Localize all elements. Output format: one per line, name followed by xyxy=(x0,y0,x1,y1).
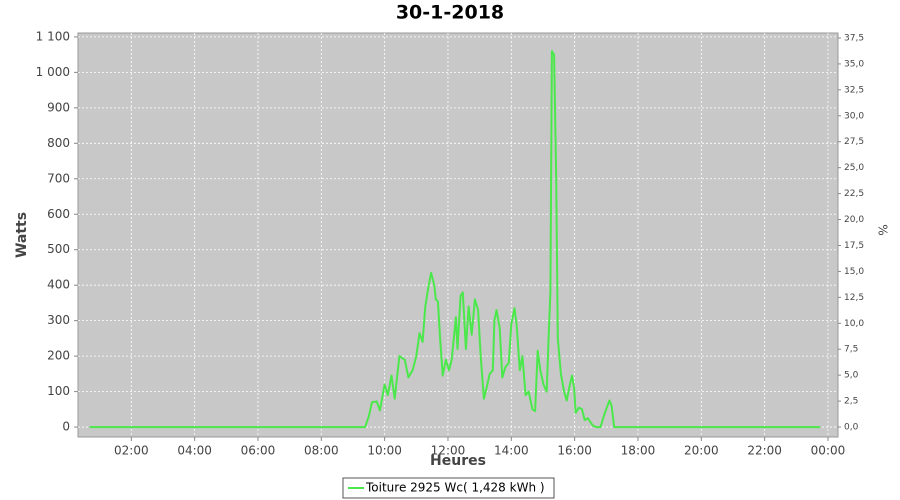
y-axis-title: Watts xyxy=(14,212,30,258)
y2-tick-label: 22,5 xyxy=(844,189,864,199)
y-tick-label: 300 xyxy=(47,313,70,327)
y2-tick-label: 37,5 xyxy=(844,33,864,43)
x-tick-label: 22:00 xyxy=(747,444,782,458)
y-tick-label: 600 xyxy=(47,207,70,221)
y2-tick-label: 10,0 xyxy=(844,319,864,329)
y-tick-label: 200 xyxy=(47,349,70,363)
y-tick-label: 1 000 xyxy=(36,65,70,79)
x-tick-label: 20:00 xyxy=(684,444,719,458)
x-tick-label: 10:00 xyxy=(367,444,402,458)
x-tick-label: 08:00 xyxy=(304,444,339,458)
legend-box xyxy=(342,477,555,499)
x-tick-label: 06:00 xyxy=(241,444,276,458)
legend: Toiture 2925 Wc( 1,428 kWh ) xyxy=(342,477,555,499)
y-tick-label: 1 100 xyxy=(36,29,70,43)
y2-tick-label: 25,0 xyxy=(844,163,864,173)
y-tick-label: 500 xyxy=(47,242,70,256)
y-tick-label: 900 xyxy=(47,100,70,114)
x-tick-label: 16:00 xyxy=(557,444,592,458)
x-tick-label: 04:00 xyxy=(177,444,212,458)
y2-tick-label: 30,0 xyxy=(844,111,864,121)
chart-title: 30-1-2018 xyxy=(396,2,504,24)
legend-label: Toiture 2925 Wc( 1,428 kWh ) xyxy=(365,481,545,495)
y-tick-label: 800 xyxy=(47,136,70,150)
y2-tick-label: 17,5 xyxy=(844,241,864,251)
y2-axis-title: % xyxy=(876,224,890,235)
x-tick-label: 02:00 xyxy=(114,444,149,458)
y2-tick-label: 5,0 xyxy=(844,371,859,381)
x-tick-label: 14:00 xyxy=(494,444,529,458)
plot-area xyxy=(77,32,839,438)
data-line xyxy=(89,50,821,429)
x-tick-label: 12:00 xyxy=(431,444,466,458)
y2-tick-label: 27,5 xyxy=(844,137,864,147)
y-tick-label: 700 xyxy=(47,171,70,185)
y2-tick-label: 0,0 xyxy=(844,423,859,433)
x-tick-label: 18:00 xyxy=(621,444,656,458)
x-tick-label: 00:00 xyxy=(811,444,846,458)
y-tick-label: 0 xyxy=(62,420,70,434)
y2-tick-label: 2,5 xyxy=(844,397,858,407)
y2-tick-label: 32,5 xyxy=(844,85,864,95)
y2-tick-label: 15,0 xyxy=(844,267,864,277)
y-tick-label: 400 xyxy=(47,278,70,292)
y-tick-label: 100 xyxy=(47,384,70,398)
y2-tick-label: 12,5 xyxy=(844,293,864,303)
y2-tick-label: 35,0 xyxy=(844,59,864,69)
y2-tick-label: 7,5 xyxy=(844,345,858,355)
x-axis-title: Heures xyxy=(430,453,486,469)
y2-tick-label: 20,0 xyxy=(844,215,864,225)
